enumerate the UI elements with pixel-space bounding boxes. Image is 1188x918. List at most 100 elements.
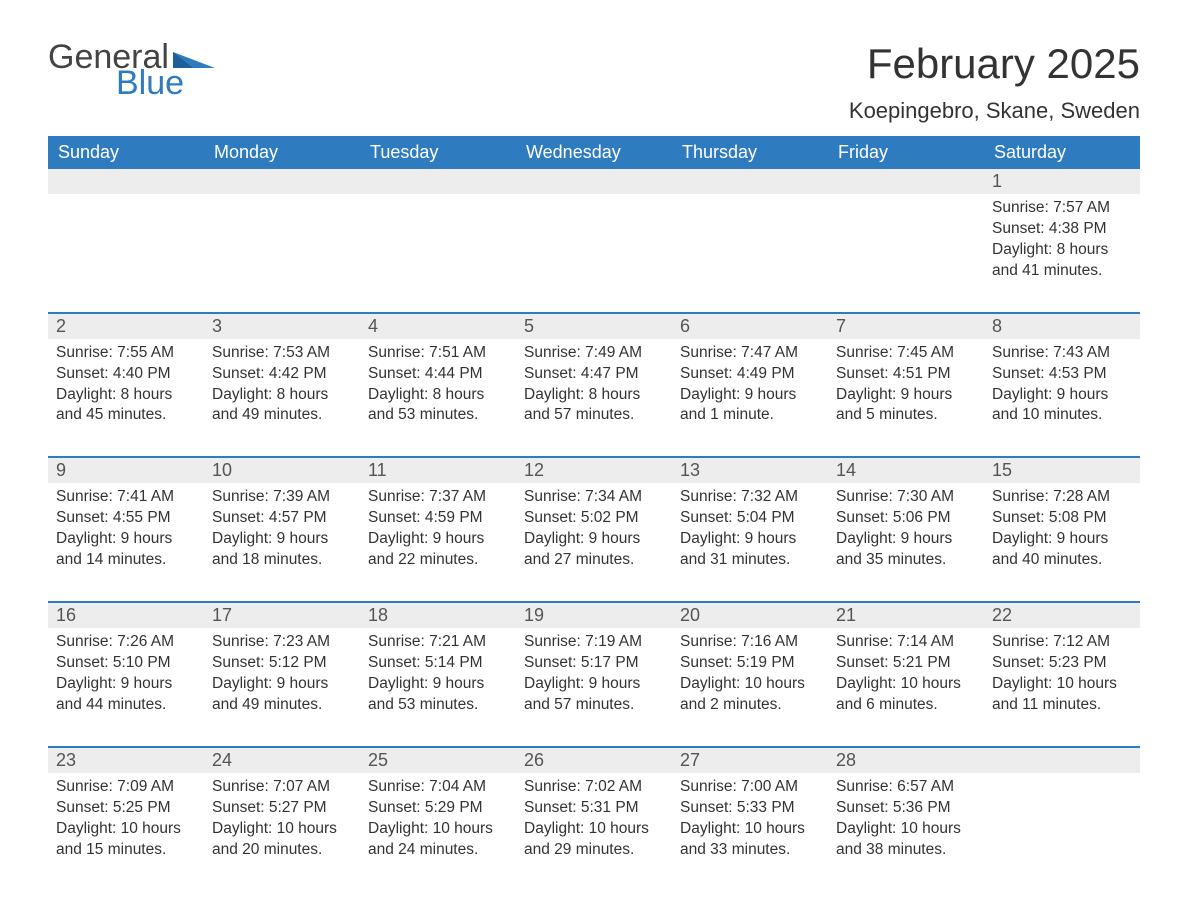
day-line-day2: and 33 minutes. xyxy=(680,840,820,861)
day-line-sunrise: Sunrise: 7:57 AM xyxy=(992,198,1132,219)
day-number xyxy=(516,169,672,194)
day-line-day2: and 20 minutes. xyxy=(212,840,352,861)
day-cell: Sunrise: 7:57 AMSunset: 4:38 PMDaylight:… xyxy=(984,194,1140,296)
weekday-header-row: SundayMondayTuesdayWednesdayThursdayFrid… xyxy=(48,136,1140,169)
day-number: 24 xyxy=(204,748,360,773)
day-line-day2: and 10 minutes. xyxy=(992,405,1132,426)
day-line-day2: and 49 minutes. xyxy=(212,695,352,716)
day-number: 21 xyxy=(828,603,984,628)
day-number xyxy=(984,748,1140,773)
day-line-day1: Daylight: 10 hours xyxy=(680,819,820,840)
day-line-sunrise: Sunrise: 7:02 AM xyxy=(524,777,664,798)
day-line-sunset: Sunset: 5:33 PM xyxy=(680,798,820,819)
day-line-sunrise: Sunrise: 7:53 AM xyxy=(212,343,352,364)
day-line-sunrise: Sunrise: 7:49 AM xyxy=(524,343,664,364)
day-line-sunset: Sunset: 5:02 PM xyxy=(524,508,664,529)
day-line-sunrise: Sunrise: 7:34 AM xyxy=(524,487,664,508)
day-line-day1: Daylight: 8 hours xyxy=(368,385,508,406)
day-line-sunrise: Sunrise: 7:47 AM xyxy=(680,343,820,364)
day-body-row: Sunrise: 7:09 AMSunset: 5:25 PMDaylight:… xyxy=(48,773,1140,875)
day-cell: Sunrise: 7:39 AMSunset: 4:57 PMDaylight:… xyxy=(204,483,360,585)
day-number: 6 xyxy=(672,314,828,339)
day-number-row: 9101112131415 xyxy=(48,458,1140,483)
calendar-body: 1Sunrise: 7:57 AMSunset: 4:38 PMDaylight… xyxy=(48,169,1140,874)
day-line-day1: Daylight: 9 hours xyxy=(680,529,820,550)
day-line-day2: and 31 minutes. xyxy=(680,550,820,571)
day-line-day2: and 15 minutes. xyxy=(56,840,196,861)
day-number: 4 xyxy=(360,314,516,339)
day-line-day2: and 57 minutes. xyxy=(524,695,664,716)
day-number xyxy=(360,169,516,194)
day-line-day1: Daylight: 8 hours xyxy=(992,240,1132,261)
day-line-day2: and 40 minutes. xyxy=(992,550,1132,571)
day-line-sunrise: Sunrise: 7:37 AM xyxy=(368,487,508,508)
day-line-sunset: Sunset: 5:17 PM xyxy=(524,653,664,674)
day-number xyxy=(828,169,984,194)
day-line-day2: and 38 minutes. xyxy=(836,840,976,861)
day-line-day2: and 53 minutes. xyxy=(368,695,508,716)
day-number: 12 xyxy=(516,458,672,483)
day-line-sunset: Sunset: 4:38 PM xyxy=(992,219,1132,240)
day-line-day1: Daylight: 9 hours xyxy=(836,529,976,550)
weekday-header: Friday xyxy=(828,136,984,169)
day-line-day2: and 1 minute. xyxy=(680,405,820,426)
day-line-sunrise: Sunrise: 7:00 AM xyxy=(680,777,820,798)
day-cell xyxy=(828,194,984,296)
day-cell: Sunrise: 7:16 AMSunset: 5:19 PMDaylight:… xyxy=(672,628,828,730)
day-line-day1: Daylight: 9 hours xyxy=(368,674,508,695)
day-cell: Sunrise: 7:32 AMSunset: 5:04 PMDaylight:… xyxy=(672,483,828,585)
day-number-row: 232425262728 xyxy=(48,748,1140,773)
weekday-header: Monday xyxy=(204,136,360,169)
day-line-day2: and 35 minutes. xyxy=(836,550,976,571)
day-cell: Sunrise: 7:04 AMSunset: 5:29 PMDaylight:… xyxy=(360,773,516,875)
day-number: 11 xyxy=(360,458,516,483)
day-cell: Sunrise: 7:14 AMSunset: 5:21 PMDaylight:… xyxy=(828,628,984,730)
weekday-header: Sunday xyxy=(48,136,204,169)
day-line-sunrise: Sunrise: 7:21 AM xyxy=(368,632,508,653)
day-line-sunset: Sunset: 5:06 PM xyxy=(836,508,976,529)
day-line-sunset: Sunset: 4:44 PM xyxy=(368,364,508,385)
day-number: 8 xyxy=(984,314,1140,339)
day-line-sunrise: Sunrise: 7:51 AM xyxy=(368,343,508,364)
day-line-day2: and 11 minutes. xyxy=(992,695,1132,716)
day-line-day1: Daylight: 10 hours xyxy=(368,819,508,840)
day-line-day1: Daylight: 9 hours xyxy=(680,385,820,406)
day-line-sunrise: Sunrise: 7:28 AM xyxy=(992,487,1132,508)
day-cell: Sunrise: 7:28 AMSunset: 5:08 PMDaylight:… xyxy=(984,483,1140,585)
day-line-day1: Daylight: 8 hours xyxy=(212,385,352,406)
day-line-day1: Daylight: 9 hours xyxy=(368,529,508,550)
day-number: 18 xyxy=(360,603,516,628)
weekday-header: Tuesday xyxy=(360,136,516,169)
day-cell: Sunrise: 7:45 AMSunset: 4:51 PMDaylight:… xyxy=(828,339,984,441)
day-number xyxy=(48,169,204,194)
day-line-sunset: Sunset: 4:53 PM xyxy=(992,364,1132,385)
day-line-day1: Daylight: 10 hours xyxy=(524,819,664,840)
day-line-sunset: Sunset: 5:27 PM xyxy=(212,798,352,819)
day-line-sunset: Sunset: 4:55 PM xyxy=(56,508,196,529)
day-line-day2: and 53 minutes. xyxy=(368,405,508,426)
day-line-day2: and 27 minutes. xyxy=(524,550,664,571)
day-line-day1: Daylight: 9 hours xyxy=(524,529,664,550)
day-number: 5 xyxy=(516,314,672,339)
day-line-sunrise: Sunrise: 7:55 AM xyxy=(56,343,196,364)
day-cell: Sunrise: 7:09 AMSunset: 5:25 PMDaylight:… xyxy=(48,773,204,875)
day-cell: Sunrise: 7:02 AMSunset: 5:31 PMDaylight:… xyxy=(516,773,672,875)
day-line-sunset: Sunset: 5:12 PM xyxy=(212,653,352,674)
day-line-day2: and 45 minutes. xyxy=(56,405,196,426)
day-number: 26 xyxy=(516,748,672,773)
day-number: 7 xyxy=(828,314,984,339)
day-number: 28 xyxy=(828,748,984,773)
day-body-row: Sunrise: 7:26 AMSunset: 5:10 PMDaylight:… xyxy=(48,628,1140,730)
day-number: 22 xyxy=(984,603,1140,628)
day-line-sunset: Sunset: 4:57 PM xyxy=(212,508,352,529)
day-line-sunrise: Sunrise: 7:04 AM xyxy=(368,777,508,798)
day-line-day2: and 14 minutes. xyxy=(56,550,196,571)
day-cell: Sunrise: 7:55 AMSunset: 4:40 PMDaylight:… xyxy=(48,339,204,441)
day-line-sunset: Sunset: 5:31 PM xyxy=(524,798,664,819)
day-cell: Sunrise: 7:53 AMSunset: 4:42 PMDaylight:… xyxy=(204,339,360,441)
day-line-sunset: Sunset: 5:14 PM xyxy=(368,653,508,674)
day-number: 27 xyxy=(672,748,828,773)
day-number: 15 xyxy=(984,458,1140,483)
day-number: 25 xyxy=(360,748,516,773)
day-line-sunset: Sunset: 4:51 PM xyxy=(836,364,976,385)
